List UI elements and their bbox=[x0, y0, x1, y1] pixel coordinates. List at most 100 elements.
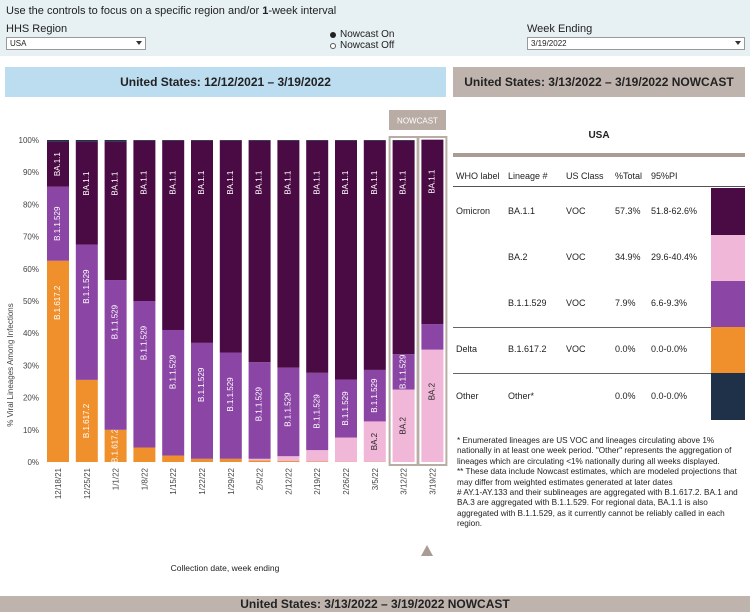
table-cell: 57.3% bbox=[615, 205, 641, 216]
segment-label: BA.1.1 bbox=[140, 170, 149, 195]
segment-label: B.1.617.2 bbox=[53, 285, 62, 320]
table-cell: 0.0-0.0% bbox=[651, 344, 688, 354]
footnotes: * Enumerated lineages are US VOC and lin… bbox=[457, 436, 745, 530]
y-tick-label: 0% bbox=[27, 458, 39, 467]
table-cell: Delta bbox=[456, 344, 478, 354]
nowcast-on-radio[interactable]: Nowcast On bbox=[330, 29, 394, 40]
region-select-value: USA bbox=[10, 39, 27, 48]
x-tick-label: 1/29/22 bbox=[227, 467, 236, 494]
bar-segment bbox=[219, 352, 242, 459]
week-select[interactable]: 3/19/2022 bbox=[527, 37, 745, 50]
segment-label: B.1.1.529 bbox=[370, 378, 379, 413]
bar-segment bbox=[306, 461, 329, 462]
region-label: HHS Region bbox=[6, 23, 68, 35]
table-header-cell: Lineage # bbox=[508, 171, 548, 181]
bar-segment bbox=[191, 140, 213, 343]
x-tick-label: 3/19/22 bbox=[428, 467, 437, 494]
y-tick-label: 20% bbox=[23, 394, 39, 403]
table-cell: Other bbox=[456, 390, 479, 401]
controls-intro: Use the controls to focus on a specific … bbox=[6, 5, 337, 17]
bar-segment bbox=[248, 460, 271, 462]
bar-segment bbox=[306, 140, 329, 373]
x-tick-label: 3/12/22 bbox=[400, 467, 409, 494]
bar-segment bbox=[392, 389, 415, 462]
footnote: ** These data include Nowcast estimates,… bbox=[457, 467, 737, 487]
x-tick-label: 1/8/22 bbox=[140, 467, 149, 490]
segment-label: BA.1.1 bbox=[370, 170, 379, 195]
bar-segment bbox=[162, 140, 185, 330]
bar-segment bbox=[133, 447, 156, 462]
footnote: * Enumerated lineages are US VOC and lin… bbox=[457, 436, 732, 466]
bar-segment bbox=[248, 140, 271, 141]
bar-segment bbox=[47, 260, 69, 462]
x-tick-label: 1/1/22 bbox=[112, 467, 121, 490]
bar-segment bbox=[162, 455, 185, 462]
y-tick-label: 50% bbox=[23, 297, 39, 306]
chevron-down-icon bbox=[735, 41, 741, 45]
bar-segment bbox=[104, 141, 127, 281]
table-cell: 34.9% bbox=[615, 252, 641, 262]
bar-segment bbox=[47, 186, 69, 261]
x-tick-label: 2/12/22 bbox=[284, 467, 293, 494]
region-select[interactable]: USA bbox=[6, 37, 146, 50]
chevron-down-icon bbox=[136, 41, 142, 45]
table-title-rule bbox=[453, 153, 745, 157]
footnote: # AY.1-AY.133 and their sublineages are … bbox=[457, 488, 738, 529]
segment-label: BA.2 bbox=[399, 417, 408, 435]
radio-unselected-icon bbox=[330, 42, 336, 49]
segment-label: BA.1.1 bbox=[284, 170, 293, 195]
bar-segment bbox=[133, 140, 156, 301]
y-axis-label: % Viral Lineages Among Infections bbox=[6, 303, 15, 426]
bar-segment bbox=[335, 140, 357, 380]
bar-segment bbox=[219, 140, 242, 353]
x-tick-label: 3/5/22 bbox=[371, 467, 380, 490]
bar-segment bbox=[306, 372, 329, 451]
bar-segment bbox=[277, 461, 300, 462]
nowcast-off-label: Nowcast Off bbox=[340, 40, 395, 51]
bar-segment bbox=[162, 329, 185, 456]
bar-segment bbox=[392, 140, 415, 355]
bar-segment bbox=[277, 140, 300, 368]
bar-segment bbox=[75, 140, 98, 142]
color-swatch bbox=[711, 327, 745, 373]
nowcast-tag-label: NOWCAST bbox=[397, 117, 438, 126]
table-cell: B.1.1.529 bbox=[508, 298, 547, 308]
segment-label: B.1.1.529 bbox=[255, 387, 264, 422]
y-tick-label: 90% bbox=[23, 168, 39, 177]
bar-segment bbox=[392, 140, 415, 141]
bar-segment bbox=[133, 301, 156, 448]
x-tick-label: 2/26/22 bbox=[342, 467, 351, 494]
bar-segment bbox=[75, 141, 98, 245]
nowcast-off-radio[interactable]: Nowcast Off bbox=[330, 40, 394, 51]
y-tick-label: 10% bbox=[23, 426, 39, 435]
segment-label: BA.1.1 bbox=[168, 170, 177, 195]
week-label: Week Ending bbox=[527, 23, 593, 35]
segment-label: BA.1.1 bbox=[226, 170, 235, 195]
segment-label: B.1.1.529 bbox=[284, 392, 293, 427]
row-divider bbox=[453, 327, 711, 328]
table-cell: BA.2 bbox=[508, 252, 528, 262]
x-tick-label: 12/25/21 bbox=[83, 467, 92, 499]
segment-label: B.1.1.529 bbox=[341, 391, 350, 426]
controls-panel: Use the controls to focus on a specific … bbox=[0, 0, 750, 56]
segment-label: B.1.1.529 bbox=[140, 325, 149, 360]
table-cell: Omicron bbox=[456, 205, 491, 216]
bar-segment bbox=[306, 140, 329, 141]
table-header-cell: US Class bbox=[566, 171, 604, 181]
segment-label: BA.1.1 bbox=[399, 170, 408, 195]
table-header: WHO label Lineage # US Class %Total 95%PI bbox=[453, 162, 745, 188]
row-divider bbox=[453, 373, 711, 374]
radio-selected-icon bbox=[330, 31, 336, 38]
table-title: USA bbox=[588, 130, 610, 141]
table-header-cell: %Total bbox=[615, 171, 643, 181]
triangle-marker-icon bbox=[421, 545, 433, 556]
y-tick-label: 60% bbox=[23, 265, 39, 274]
y-tick-label: 80% bbox=[23, 200, 39, 209]
segment-label: B.1.1.529 bbox=[82, 269, 91, 304]
segment-label: BA.1.1 bbox=[341, 170, 350, 195]
bar-segment bbox=[104, 429, 127, 462]
segment-label: B.1.1.529 bbox=[197, 367, 206, 402]
bar-segment bbox=[248, 362, 271, 459]
y-tick-label: 40% bbox=[23, 329, 39, 338]
table-cell: 7.9% bbox=[615, 298, 636, 308]
